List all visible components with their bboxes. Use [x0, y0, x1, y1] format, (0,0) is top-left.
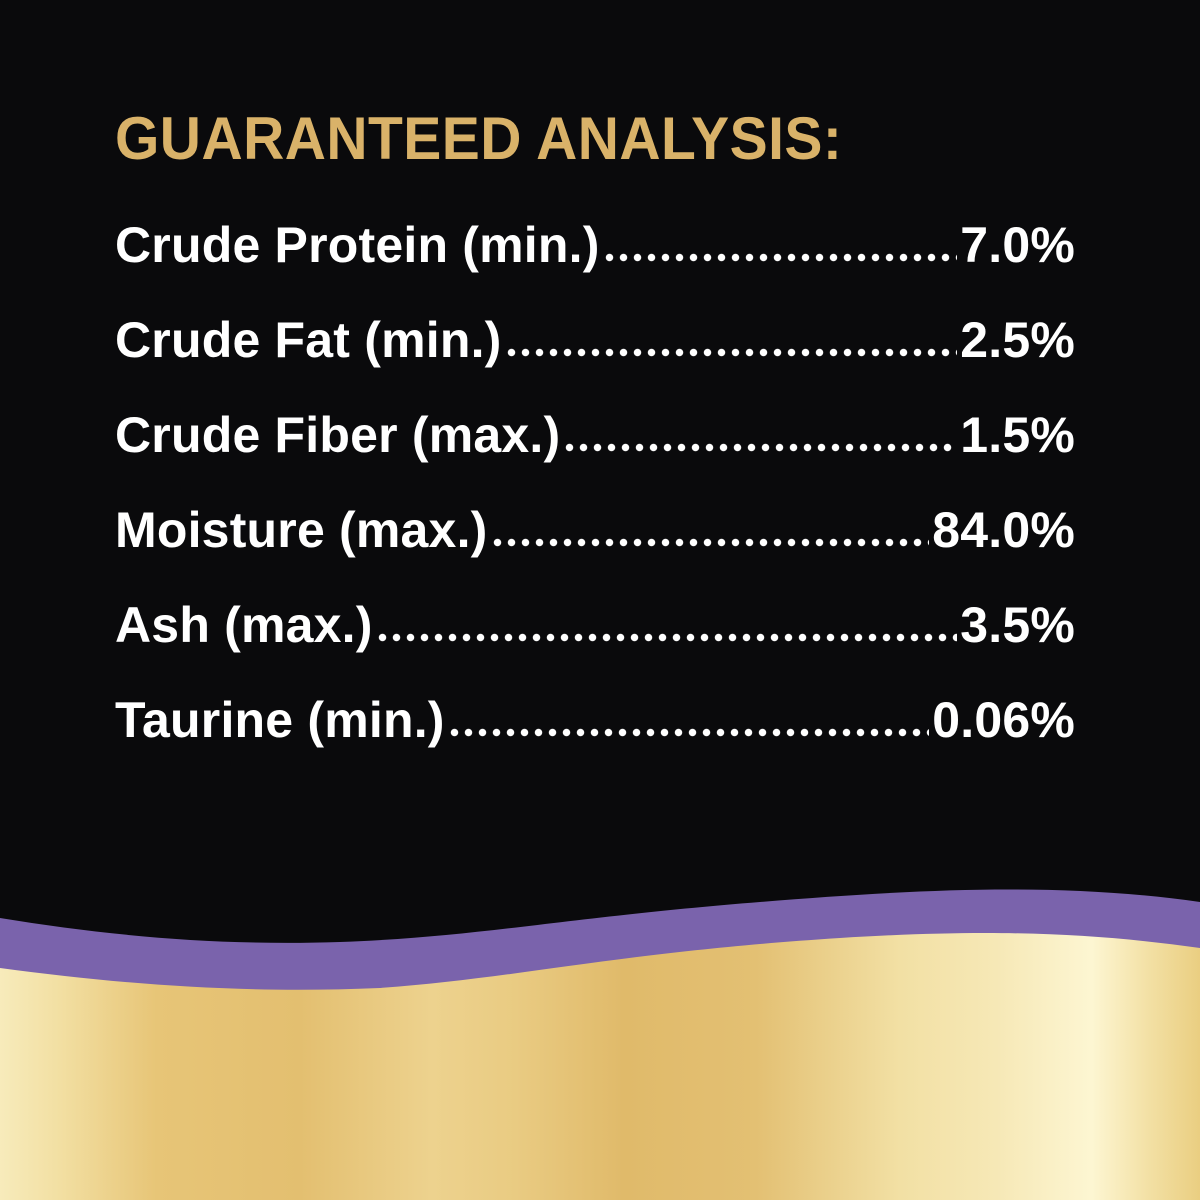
analysis-row: Crude Fiber (max.) 1.5%: [115, 410, 1075, 460]
nutrient-label: Crude Protein (min.): [115, 217, 600, 273]
analysis-row: Moisture (max.) 84.0%: [115, 505, 1075, 555]
dot-leader: [604, 253, 958, 262]
nutrient-label: Ash (max.): [115, 597, 373, 653]
analysis-row: Crude Protein (min.) 7.0%: [115, 220, 1075, 270]
nutrient-value: 7.0%: [960, 217, 1075, 273]
guaranteed-analysis-panel: GUARANTEED ANALYSIS: Crude Protein (min.…: [115, 109, 1075, 790]
analysis-row: Crude Fat (min.) 2.5%: [115, 315, 1075, 365]
nutrient-label: Moisture (max.): [115, 502, 488, 558]
nutrient-label: Taurine (min.): [115, 692, 445, 748]
dot-leader: [492, 538, 930, 547]
wave-gold-area: [0, 933, 1200, 1200]
nutrient-value: 3.5%: [960, 597, 1075, 653]
nutrient-label: Crude Fat (min.): [115, 312, 502, 368]
nutrient-label: Crude Fiber (max.): [115, 407, 561, 463]
footer-wave: [0, 889, 1200, 1200]
nutrient-value: 84.0%: [932, 502, 1075, 558]
nutrient-value: 1.5%: [960, 407, 1075, 463]
analysis-title: GUARANTEED ANALYSIS:: [115, 105, 843, 172]
analysis-table: Crude Protein (min.) 7.0% Crude Fat (min…: [115, 220, 1075, 745]
dot-leader: [565, 443, 958, 452]
dot-leader: [377, 633, 958, 642]
dot-leader: [506, 348, 958, 357]
analysis-row: Ash (max.) 3.5%: [115, 600, 1075, 650]
nutrient-value: 2.5%: [960, 312, 1075, 368]
nutrient-value: 0.06%: [932, 692, 1075, 748]
dot-leader: [449, 728, 930, 737]
analysis-row: Taurine (min.) 0.06%: [115, 695, 1075, 745]
